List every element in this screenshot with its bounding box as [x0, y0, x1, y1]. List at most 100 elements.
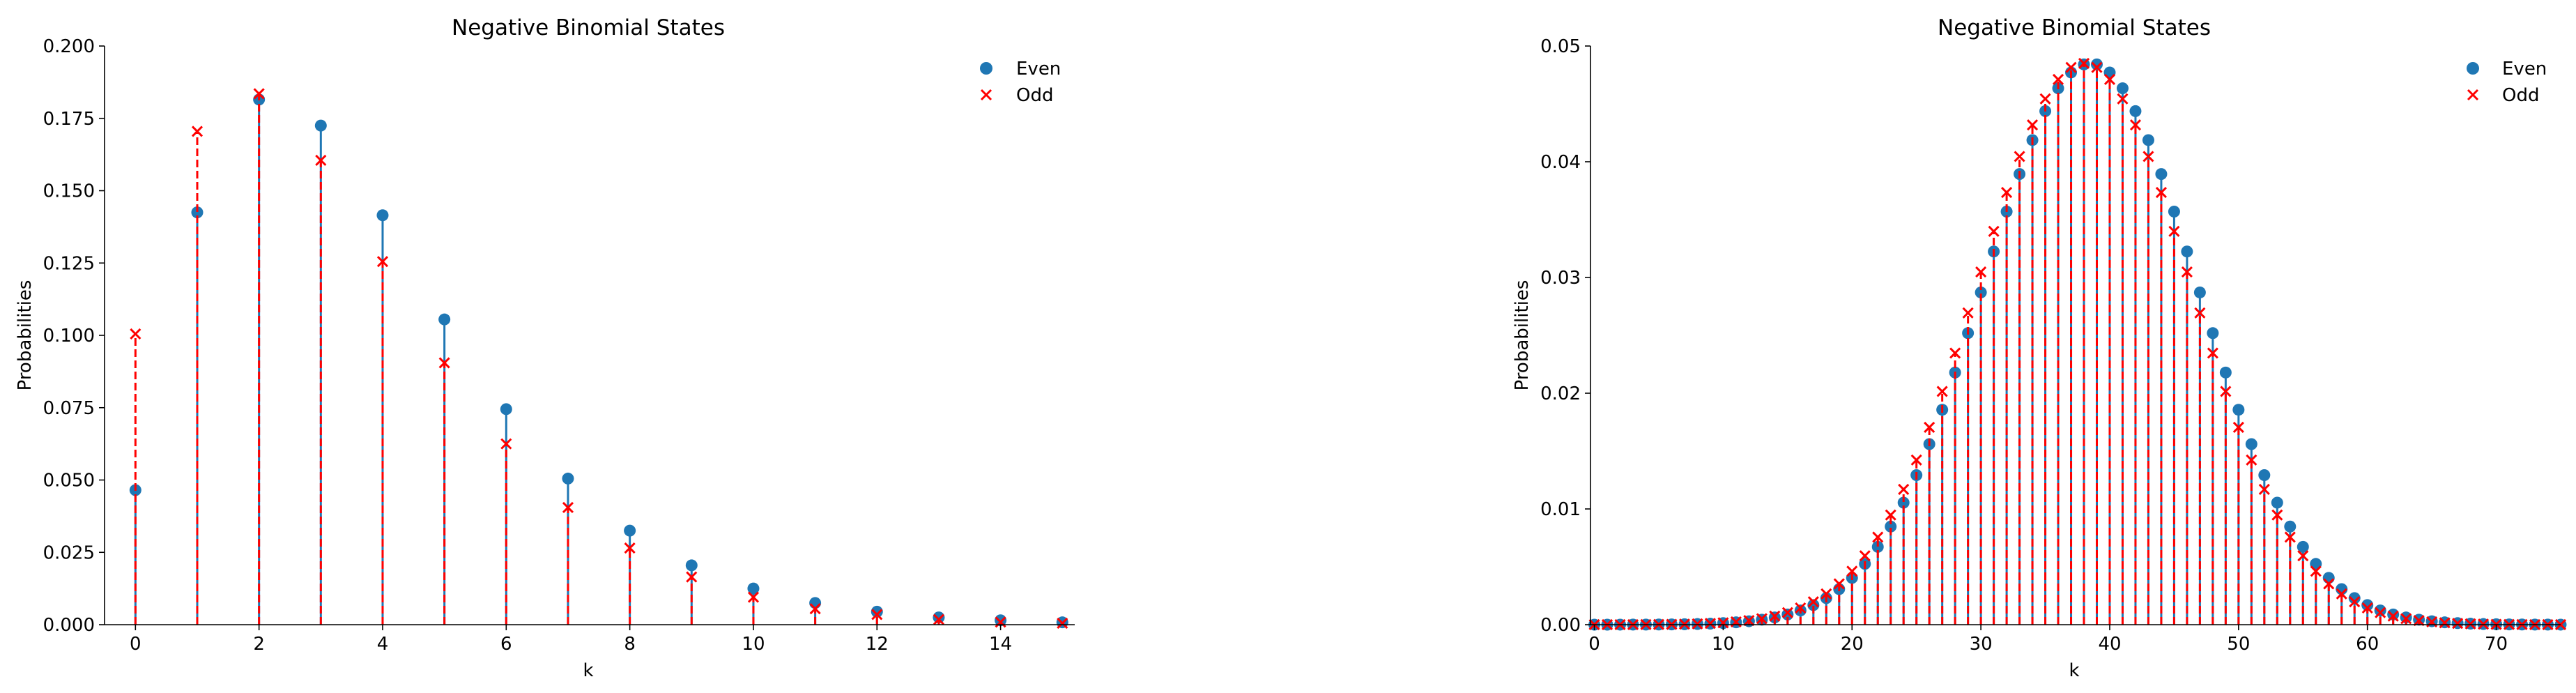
right-y-axis-label: Probabilities [1512, 280, 1533, 391]
l-even-point [747, 582, 760, 595]
r-odd-point [2142, 151, 2154, 162]
r-odd-point [2065, 61, 2077, 73]
l-y-tick-label: 0.150 [43, 181, 95, 202]
l-odd-point [191, 125, 204, 137]
r-even-point [2116, 82, 2129, 95]
l-x-tick-label: 4 [377, 634, 389, 655]
r-even-point [2091, 58, 2103, 70]
r-odd-point [2027, 119, 2039, 131]
l-even-point [933, 611, 945, 624]
r-even-point [2374, 604, 2386, 617]
r-odd-point [2400, 613, 2412, 625]
right-legend: Even Odd [2467, 59, 2547, 106]
right-legend-even-marker [2467, 62, 2479, 75]
l-even-point [191, 206, 204, 219]
right-chart: Negative Binomial States 0 10 20 30 40 50 60 70… [1512, 15, 2567, 681]
r-series-odd [1588, 57, 2567, 631]
r-even-point [2322, 572, 2335, 584]
r-even-point [1975, 286, 1987, 298]
l-series-odd [130, 88, 1068, 629]
l-even-point [624, 524, 636, 537]
r-odd-point [2284, 531, 2296, 543]
r-odd-point [1743, 614, 1755, 627]
right-legend-odd-label: Odd [2502, 85, 2539, 106]
r-odd-point [1756, 613, 1768, 625]
l-odd-point [438, 357, 450, 369]
l-even-point [562, 472, 574, 485]
r-odd-point [2181, 266, 2193, 278]
right-chart-marks [1588, 57, 2567, 631]
left-chart: Negative Binomial States 0 2 4 6 8 10 12 14 0.0… [15, 15, 1075, 681]
r-odd-point [2207, 347, 2218, 359]
r-odd-point [2336, 588, 2347, 600]
right-x-ticks: 0 10 20 30 40 50 60 70 [1588, 625, 2508, 655]
r-even-point [1807, 599, 1820, 611]
r-odd-point [2052, 73, 2064, 85]
r-y-tick-label: 0.05 [1540, 36, 1581, 57]
l-even-point [500, 403, 512, 416]
r-odd-point [1692, 618, 1703, 630]
r-odd-point [2310, 565, 2322, 577]
r-even-point [2193, 286, 2206, 298]
r-even-point [2297, 540, 2309, 553]
left-y-ticks: 0.000 0.025 0.050 0.075 0.100 0.125 0.150 0.175… [43, 36, 105, 636]
r-y-tick-label: 0.02 [1540, 383, 1581, 404]
left-chart-title: Negative Binomial States [452, 15, 725, 40]
r-y-tick-label: 0.01 [1540, 499, 1581, 520]
r-even-point [1781, 608, 1794, 620]
l-y-tick-label: 0.050 [43, 471, 95, 492]
r-odd-point [1910, 454, 1922, 466]
r-even-point [1885, 520, 1897, 533]
r-odd-point [2220, 386, 2232, 397]
r-odd-point [2297, 550, 2309, 562]
l-x-tick-label: 6 [500, 634, 512, 655]
l-odd-point [747, 591, 760, 603]
r-series-even [1588, 58, 2567, 631]
r-odd-point [2103, 73, 2116, 85]
r-even-point [2142, 134, 2154, 146]
r-odd-point [1988, 225, 2000, 237]
r-odd-point [1936, 386, 1948, 397]
r-odd-point [1885, 509, 1896, 521]
r-x-tick-label: 70 [2485, 634, 2508, 655]
r-odd-point [2168, 225, 2180, 237]
left-legend: Even Odd [980, 59, 1061, 106]
l-even-point [438, 313, 451, 326]
r-odd-point [1846, 565, 1858, 577]
left-x-ticks: 0 2 4 6 8 10 12 14 [130, 625, 1012, 655]
r-odd-point [2155, 186, 2167, 199]
right-chart-title: Negative Binomial States [1938, 15, 2211, 40]
left-legend-even-marker [980, 62, 992, 75]
l-series-even [129, 93, 1068, 629]
r-even-point [2181, 245, 2193, 258]
l-even-point [809, 597, 822, 609]
r-even-point [2155, 168, 2168, 181]
r-odd-point [1962, 307, 1974, 319]
right-y-ticks: 0.00 0.01 0.02 0.03 0.04 0.05 [1540, 36, 1590, 636]
left-x-axis-label: k [583, 660, 593, 681]
l-even-point [995, 614, 1007, 627]
r-odd-point [2014, 151, 2025, 162]
r-y-tick-label: 0.04 [1540, 152, 1581, 173]
r-odd-point [2129, 119, 2142, 131]
r-odd-point [2361, 602, 2373, 614]
r-odd-point [1704, 618, 1716, 630]
r-odd-point [2452, 618, 2464, 630]
r-odd-point [1833, 578, 1845, 590]
left-legend-odd-label: Odd [1016, 85, 1053, 106]
l-even-point [685, 559, 698, 572]
r-y-tick-label: 0.03 [1540, 268, 1581, 289]
r-odd-point [2039, 93, 2051, 105]
r-odd-point [1769, 610, 1781, 622]
r-odd-point [1717, 617, 1729, 629]
r-even-point [2232, 404, 2245, 416]
r-odd-point [1859, 550, 1871, 562]
r-odd-point [2387, 610, 2399, 622]
l-odd-point [933, 614, 945, 625]
r-odd-point [1872, 531, 1884, 543]
r-even-point [2258, 469, 2271, 482]
r-even-point [2207, 327, 2219, 340]
r-odd-point [1795, 602, 1807, 614]
r-odd-point [2078, 57, 2090, 69]
r-odd-point [1898, 483, 1910, 495]
